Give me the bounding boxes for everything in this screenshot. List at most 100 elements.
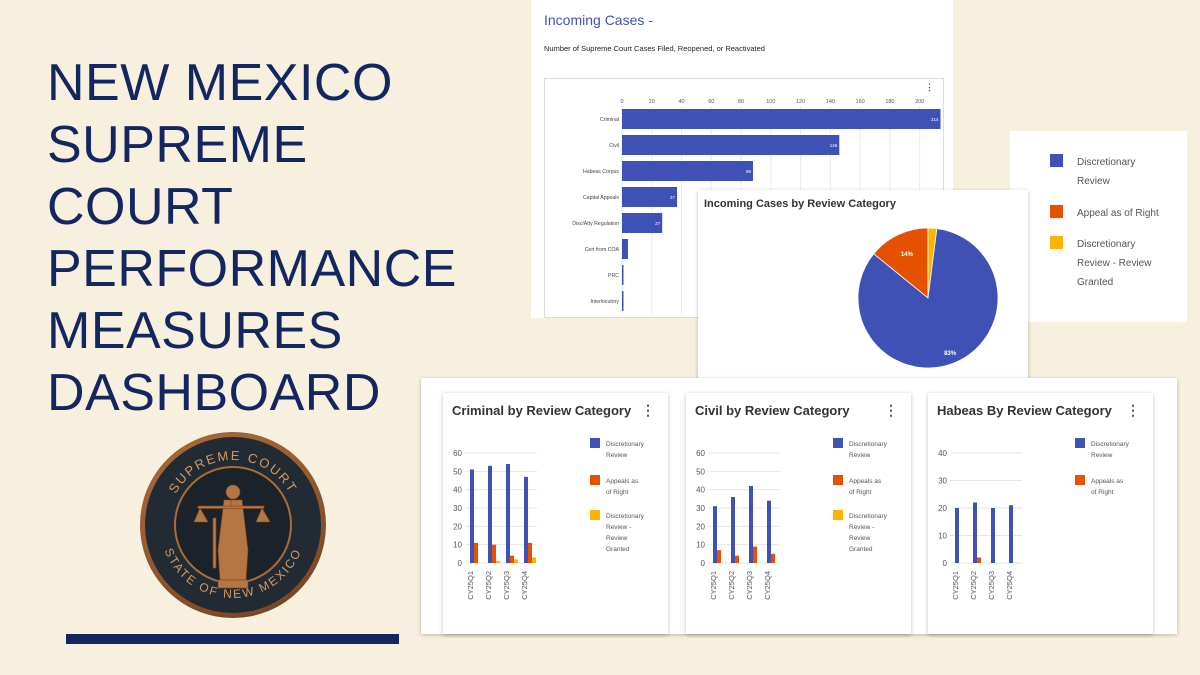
- legend-label: Review: [1091, 452, 1113, 459]
- bar: [973, 502, 977, 563]
- x-tick-label: CY25Q3: [745, 571, 754, 600]
- y-tick-label: 10: [453, 541, 462, 550]
- y-tick-label: 40: [696, 486, 705, 495]
- legend-label: Discretionary Review - Review Granted: [1077, 239, 1152, 288]
- legend-item: Discretionary Review - Review Granted: [1050, 235, 1157, 292]
- bar: [492, 544, 496, 563]
- civil-chart-title: Civil by Review Category: [695, 403, 850, 418]
- y-tick-label: 30: [938, 477, 947, 486]
- bar: [955, 508, 959, 563]
- bar: [735, 555, 739, 563]
- more-options-icon[interactable]: ⋮: [1126, 402, 1140, 418]
- y-tick-label: 10: [696, 541, 705, 550]
- legend-swatch: [1050, 154, 1063, 167]
- y-tick-label: Criminal: [600, 117, 619, 123]
- incoming-heading: Incoming Cases -: [544, 12, 653, 28]
- habeas-chart-card: Habeas By Review Category ⋮ 0 10 20 30 40 CY2…: [928, 393, 1153, 634]
- more-options-icon[interactable]: ⋮: [884, 402, 898, 418]
- bar: [622, 265, 624, 285]
- bar: [753, 546, 757, 563]
- x-tick-label: 20: [649, 99, 655, 105]
- bar: [977, 557, 981, 563]
- x-tick-label: CY25Q1: [709, 571, 718, 600]
- legend-swatch: [833, 510, 843, 520]
- data-label: 37: [670, 195, 676, 200]
- bar: [488, 465, 492, 563]
- x-tick-label: 80: [738, 99, 744, 105]
- y-tick-label: 30: [696, 504, 705, 513]
- bar: [749, 486, 753, 563]
- criminal-bar-chart: 0 10 20 30 40 50 60 CY25Q1 CY25Q2 CY25Q3 CY25Q4 Dis…: [453, 438, 645, 600]
- title-underline: [66, 634, 399, 644]
- legend-label: Appeal as of Right: [1077, 208, 1159, 219]
- bar: [991, 508, 995, 563]
- more-options-icon[interactable]: ⋮: [641, 402, 655, 418]
- y-tick-label: 40: [938, 449, 947, 458]
- y-tick-label: 40: [453, 486, 462, 495]
- legend-item: Discretionary Review: [1050, 153, 1157, 191]
- title-line: DASHBOARD: [47, 364, 381, 422]
- y-tick-label: 0: [458, 559, 463, 568]
- bar: [717, 550, 721, 563]
- x-tick-label: 160: [856, 99, 865, 105]
- y-tick-label: 30: [453, 504, 462, 513]
- legend-swatch: [833, 475, 843, 485]
- bar: [622, 291, 624, 311]
- y-tick-label: 10: [938, 532, 947, 541]
- bar: [767, 500, 771, 563]
- x-tick-label: CY25Q1: [951, 571, 960, 600]
- x-tick-label: 120: [796, 99, 805, 105]
- y-tick-label: 20: [453, 522, 462, 531]
- pie-chart: 14% 83%: [857, 227, 999, 369]
- bar: [622, 239, 628, 259]
- y-tick-label: Civil: [609, 143, 619, 149]
- legend-label: Discretionary: [1091, 441, 1130, 448]
- bar: [731, 497, 735, 563]
- civil-chart-card: Civil by Review Category ⋮ 0 10 20 30 40 50 60…: [686, 393, 911, 634]
- legend-label: of Right: [1091, 489, 1114, 496]
- bar: [713, 506, 717, 563]
- legend-label: of Right: [849, 489, 872, 496]
- x-tick-label: 140: [826, 99, 835, 105]
- x-tick-label: CY25Q3: [502, 571, 511, 600]
- legend-label: Appeals as: [1091, 478, 1124, 485]
- x-tick-label: CY25Q4: [520, 571, 529, 600]
- legend-label: Review: [606, 535, 628, 542]
- bar: [771, 553, 775, 563]
- legend-label: Granted: [606, 546, 630, 553]
- page-title: NEW MEXICO SUPREME COURT PERFORMANCE MEA…: [47, 52, 507, 424]
- legend-label: of Right: [606, 489, 629, 496]
- x-tick-label: CY25Q2: [969, 571, 978, 600]
- x-tick-label: CY25Q2: [727, 571, 736, 600]
- title-line: SUPREME: [47, 116, 308, 174]
- y-tick-label: 20: [696, 522, 705, 531]
- y-tick-label: 0: [943, 559, 948, 568]
- title-line: MEASURES: [47, 302, 343, 360]
- x-tick-label: CY25Q4: [763, 571, 772, 600]
- bar: [622, 109, 941, 129]
- bar: [1009, 505, 1013, 563]
- legend-label: Review -: [849, 524, 874, 531]
- legend-label: Review: [606, 452, 628, 459]
- pie-panel: Incoming Cases by Review Category 14% 83%: [698, 190, 1028, 382]
- x-tick-label: 40: [678, 99, 684, 105]
- y-tick-label: Disc/Atty Regulation: [572, 221, 619, 227]
- data-label: 88: [746, 169, 752, 174]
- title-line: NEW MEXICO: [47, 54, 393, 112]
- legend-label: Review: [849, 452, 871, 459]
- bar: [474, 542, 478, 563]
- y-tick-label: 0: [701, 559, 706, 568]
- more-options-icon[interactable]: ⋮: [925, 82, 934, 92]
- x-tick-label: CY25Q4: [1005, 571, 1014, 600]
- y-tick-label: 60: [696, 449, 705, 458]
- bar: [496, 561, 500, 563]
- legend-swatch: [1075, 438, 1085, 448]
- pie-slice: [857, 228, 999, 369]
- y-tick-label: 20: [938, 504, 947, 513]
- x-tick-label: 100: [766, 99, 775, 105]
- bar: [470, 469, 474, 563]
- y-tick-label: Interlocutory: [590, 299, 619, 305]
- legend-swatch: [1050, 205, 1063, 218]
- legend-label: Discretionary Review: [1077, 157, 1136, 187]
- bar: [532, 557, 536, 563]
